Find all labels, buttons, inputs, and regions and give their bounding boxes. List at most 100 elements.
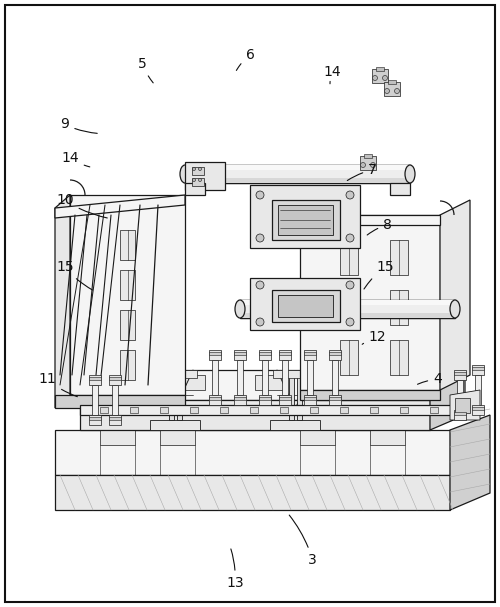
Text: 11: 11 — [38, 372, 78, 397]
Polygon shape — [272, 200, 340, 240]
Polygon shape — [454, 410, 466, 420]
Polygon shape — [240, 313, 455, 318]
Polygon shape — [450, 390, 480, 420]
Polygon shape — [234, 350, 246, 360]
Bar — [340, 407, 348, 413]
Ellipse shape — [394, 89, 400, 93]
Ellipse shape — [256, 191, 264, 199]
Polygon shape — [250, 185, 360, 248]
Bar — [190, 407, 198, 413]
Polygon shape — [120, 270, 135, 300]
Polygon shape — [454, 372, 466, 375]
Text: 8: 8 — [367, 217, 392, 235]
Polygon shape — [120, 350, 135, 380]
Polygon shape — [340, 290, 358, 325]
Ellipse shape — [372, 75, 378, 81]
Bar — [160, 407, 168, 413]
Ellipse shape — [346, 318, 354, 326]
Polygon shape — [300, 390, 440, 400]
Polygon shape — [329, 395, 341, 405]
Polygon shape — [55, 195, 70, 408]
Ellipse shape — [192, 168, 196, 171]
Polygon shape — [279, 397, 291, 400]
Text: 14: 14 — [324, 64, 342, 84]
Ellipse shape — [405, 165, 415, 183]
Polygon shape — [100, 375, 130, 390]
Polygon shape — [160, 430, 195, 445]
Polygon shape — [234, 395, 246, 405]
Text: 15: 15 — [56, 260, 92, 290]
Polygon shape — [250, 278, 360, 330]
Polygon shape — [89, 375, 101, 385]
Text: 10: 10 — [56, 193, 108, 218]
Polygon shape — [185, 165, 410, 183]
Bar — [280, 407, 288, 413]
Polygon shape — [150, 420, 200, 430]
Polygon shape — [304, 350, 316, 360]
Text: 7: 7 — [348, 163, 377, 180]
Polygon shape — [70, 195, 185, 395]
Ellipse shape — [256, 318, 264, 326]
Bar — [212, 360, 218, 395]
Polygon shape — [329, 350, 341, 360]
Polygon shape — [300, 215, 440, 225]
Bar — [177, 370, 182, 420]
Bar — [220, 407, 228, 413]
Bar — [282, 360, 288, 395]
Polygon shape — [450, 415, 490, 510]
Bar — [457, 380, 463, 410]
Bar — [400, 407, 408, 413]
Bar — [237, 360, 243, 395]
Polygon shape — [340, 340, 358, 375]
Text: 15: 15 — [364, 260, 394, 289]
Polygon shape — [304, 352, 316, 355]
Bar — [307, 360, 313, 395]
Polygon shape — [240, 300, 455, 305]
Bar — [475, 375, 481, 405]
Bar — [455, 398, 470, 413]
Polygon shape — [55, 475, 450, 510]
Ellipse shape — [346, 191, 354, 199]
Bar — [278, 295, 333, 317]
Text: 5: 5 — [138, 56, 153, 83]
Polygon shape — [185, 165, 410, 170]
Polygon shape — [209, 350, 221, 360]
Polygon shape — [390, 183, 410, 195]
Polygon shape — [454, 370, 466, 380]
Bar — [169, 370, 174, 420]
Ellipse shape — [198, 168, 202, 171]
Polygon shape — [89, 377, 101, 380]
Ellipse shape — [382, 75, 388, 81]
Polygon shape — [390, 340, 408, 375]
Text: 13: 13 — [226, 549, 244, 590]
Polygon shape — [330, 375, 360, 390]
Text: 9: 9 — [60, 117, 97, 134]
Ellipse shape — [256, 234, 264, 242]
Polygon shape — [329, 352, 341, 355]
Polygon shape — [300, 215, 440, 390]
Polygon shape — [259, 350, 271, 360]
Polygon shape — [240, 300, 455, 318]
Polygon shape — [340, 240, 358, 275]
Bar — [430, 407, 438, 413]
Polygon shape — [372, 69, 388, 83]
Polygon shape — [376, 67, 384, 71]
Polygon shape — [80, 405, 460, 415]
Polygon shape — [384, 82, 400, 96]
Polygon shape — [209, 395, 221, 405]
Polygon shape — [440, 200, 470, 390]
Bar — [112, 385, 118, 415]
Polygon shape — [89, 415, 101, 425]
Polygon shape — [472, 365, 484, 375]
Polygon shape — [460, 398, 480, 415]
Polygon shape — [272, 290, 340, 322]
Ellipse shape — [192, 178, 196, 181]
Polygon shape — [388, 80, 396, 84]
Polygon shape — [472, 367, 484, 370]
Bar — [332, 360, 338, 395]
Polygon shape — [259, 397, 271, 400]
Polygon shape — [304, 395, 316, 405]
Polygon shape — [55, 430, 450, 475]
Polygon shape — [472, 407, 484, 410]
Polygon shape — [273, 370, 317, 378]
